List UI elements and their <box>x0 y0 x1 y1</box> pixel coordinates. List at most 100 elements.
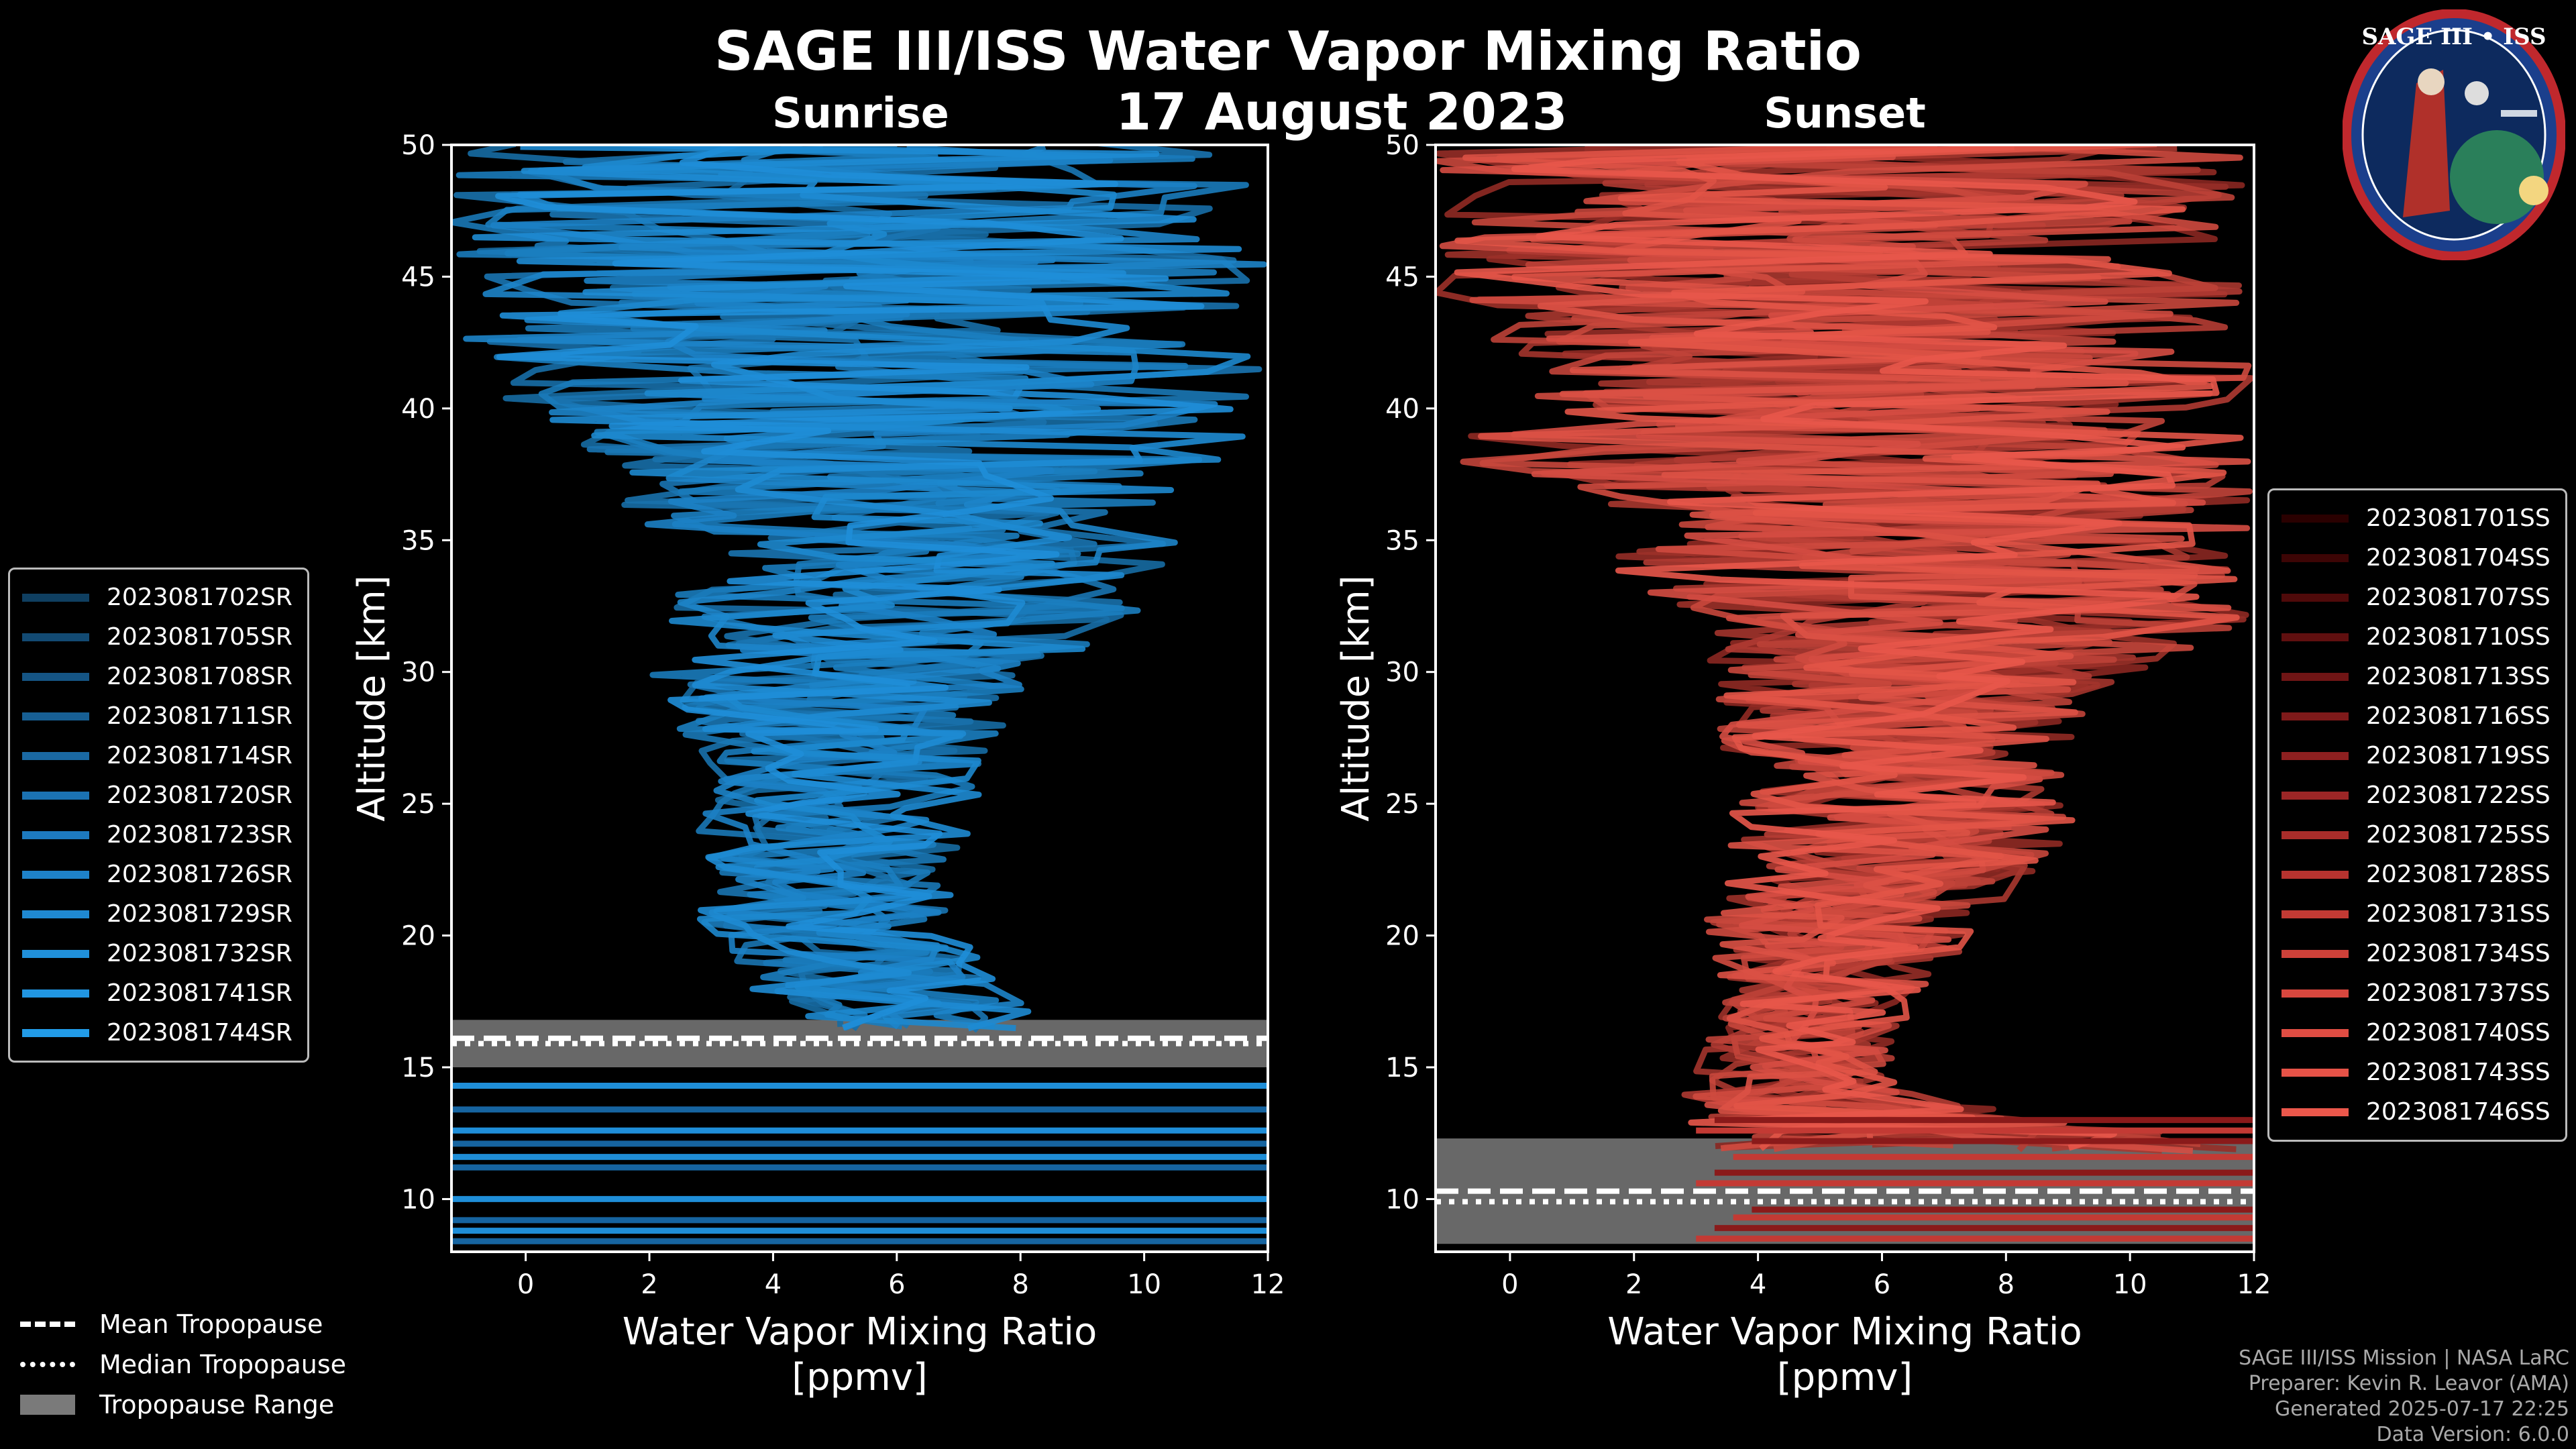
x-axis-label: Water Vapor Mixing Ratio <box>623 1310 1097 1354</box>
legend-label: 2023081704SS <box>2366 544 2551 572</box>
legend-mean-tropopause: Mean Tropopause <box>20 1304 346 1344</box>
legend-swatch <box>2282 751 2349 760</box>
y-axis-label: Altitude [km] <box>1334 575 1378 821</box>
legend-swatch <box>22 830 89 839</box>
x-tick-label: 4 <box>1750 1269 1766 1300</box>
credits-mission: SAGE III/ISS Mission | NASA LaRC <box>2239 1346 2569 1370</box>
legend-swatch <box>2282 949 2349 958</box>
iss-icon <box>2501 110 2537 117</box>
legend-label: 2023081707SS <box>2366 584 2551 611</box>
legend-swatch <box>22 870 89 879</box>
legend-label: 2023081729SR <box>107 900 292 928</box>
legend-label: 2023081731SS <box>2366 900 2551 928</box>
legend-item: 2023081722SS <box>2282 775 2551 815</box>
legend-item: 2023081705SR <box>22 617 292 657</box>
sage-head-icon <box>2418 68 2445 95</box>
legend-label: 2023081708SR <box>107 663 292 690</box>
legend-item: 2023081713SS <box>2282 657 2551 696</box>
legend-label: 2023081732SR <box>107 940 292 967</box>
x-tick-label: 6 <box>1874 1269 1890 1300</box>
legend-item: 2023081711SR <box>22 696 292 736</box>
profile-line-2023081740SS <box>1462 145 2251 1144</box>
legend-label: 2023081744SR <box>107 1019 292 1046</box>
chart-date: 17 August 2023 <box>1116 82 1568 142</box>
legend-swatch <box>2282 1108 2349 1116</box>
dashed-line-swatch <box>20 1322 75 1327</box>
legend-item: 2023081710SS <box>2282 617 2551 657</box>
legend-swatch <box>2282 870 2349 879</box>
profile-line-2023081744SR <box>495 145 1234 1031</box>
legend-swatch <box>2282 1068 2349 1077</box>
x-axis-label: Water Vapor Mixing Ratio <box>1607 1310 2082 1354</box>
y-tick-label: 10 <box>1385 1184 1419 1215</box>
y-tick-label: 20 <box>1385 921 1419 952</box>
legend-swatch <box>2282 633 2349 641</box>
legend-item: 2023081725SS <box>2282 815 2551 855</box>
y-tick-label: 50 <box>401 130 435 161</box>
legend-swatch <box>2282 989 2349 998</box>
legend-range-label: Tropopause Range <box>99 1390 335 1419</box>
earth-icon <box>2450 130 2544 224</box>
legend-item: 2023081720SR <box>22 775 292 815</box>
y-tick-label: 45 <box>401 262 435 292</box>
y-tick-label: 15 <box>401 1053 435 1083</box>
legend-item: 2023081708SR <box>22 657 292 696</box>
x-tick-label: 0 <box>517 1269 534 1300</box>
legend-label: 2023081722SS <box>2366 782 2551 809</box>
dotted-line-swatch <box>20 1362 75 1367</box>
legend-item: 2023081726SR <box>22 855 292 894</box>
y-tick-label: 30 <box>1385 657 1419 688</box>
legend-swatch <box>2282 1028 2349 1037</box>
x-tick-label: 2 <box>641 1269 657 1300</box>
legend-tropopause-range: Tropopause Range <box>20 1385 346 1425</box>
legend-item: 2023081734SS <box>2282 934 2551 973</box>
legend-label: 2023081713SS <box>2366 663 2551 690</box>
legend-swatch <box>2282 672 2349 681</box>
legend-item: 2023081732SR <box>22 934 292 973</box>
y-tick-label: 20 <box>401 921 435 952</box>
legend-label: 2023081711SR <box>107 702 292 730</box>
panel-sunset: 0 2 4 6 8 10 12 10 15 20 25 30 35 40 45 50 Water Vapor M… <box>1334 130 2271 1399</box>
legend-item: 2023081702SR <box>22 578 292 617</box>
legend-item: 2023081716SS <box>2282 696 2551 736</box>
tropopause-legend: Mean Tropopause Median Tropopause Tropop… <box>20 1304 346 1425</box>
credits-preparer: Preparer: Kevin R. Leavor (AMA) <box>2248 1372 2569 1395</box>
sunrise-legend: 2023081702SR 2023081705SR 2023081708SR 2023… <box>8 568 309 1063</box>
y-tick-label: 35 <box>1385 525 1419 556</box>
legend-swatch <box>2282 593 2349 602</box>
legend-label: 2023081743SS <box>2366 1059 2551 1086</box>
legend-label: 2023081702SR <box>107 584 292 611</box>
y-tick-label: 45 <box>1385 262 1419 292</box>
legend-label: 2023081723SR <box>107 821 292 849</box>
x-axis-unit-label: [ppmv] <box>1777 1356 1913 1399</box>
plot-frame <box>1434 144 2255 1253</box>
credits-data-version: Data Version: 6.0.0 <box>2376 1423 2569 1446</box>
legend-label: 2023081710SS <box>2366 623 2551 651</box>
y-tick-label: 25 <box>401 789 435 820</box>
legend-label: 2023081746SS <box>2366 1098 2551 1126</box>
legend-item: 2023081743SS <box>2282 1053 2551 1092</box>
legend-swatch <box>22 910 89 918</box>
credits: SAGE III/ISS Mission | NASA LaRC Prepare… <box>2239 1346 2569 1448</box>
plot-frame <box>450 144 1269 1253</box>
y-tick-label: 30 <box>401 657 435 688</box>
legend-label: 2023081725SS <box>2366 821 2551 849</box>
legend-item: 2023081714SR <box>22 736 292 775</box>
y-tick-label: 35 <box>401 525 435 556</box>
legend-swatch <box>22 949 89 958</box>
legend-label: 2023081734SS <box>2366 940 2551 967</box>
legend-label: 2023081720SR <box>107 782 292 809</box>
legend-item: 2023081719SS <box>2282 736 2551 775</box>
x-tick-label: 0 <box>1501 1269 1518 1300</box>
legend-label: 2023081719SS <box>2366 742 2551 769</box>
legend-item: 2023081744SR <box>22 1013 292 1053</box>
legend-item: 2023081701SS <box>2282 498 2551 538</box>
legend-label: 2023081728SS <box>2366 861 2551 888</box>
x-tick-label: 6 <box>888 1269 905 1300</box>
legend-item: 2023081741SR <box>22 973 292 1013</box>
profile-line-2023081746SS <box>1454 145 2220 1151</box>
plot-area <box>451 145 1268 1244</box>
legend-swatch <box>22 791 89 800</box>
legend-swatch <box>2282 830 2349 839</box>
